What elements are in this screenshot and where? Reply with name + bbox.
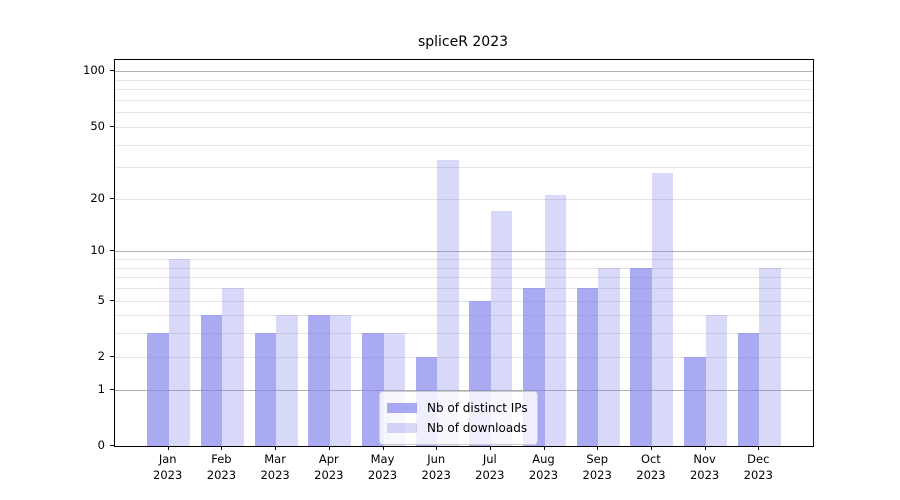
x-tick-mark-dec	[758, 446, 760, 450]
y-tick-label-100: 100	[83, 63, 105, 78]
gridline-2	[115, 356, 813, 358]
bar-downloads-dec	[759, 267, 781, 446]
x-tick-label-nov: Nov 2023	[689, 452, 720, 482]
legend-swatch-distinct-ips-icon	[387, 403, 417, 413]
bar-downloads-jun	[437, 159, 459, 446]
gridline-90	[115, 79, 813, 81]
gridline-30	[115, 167, 813, 169]
bar-downloads-sep	[598, 267, 620, 446]
legend-label-distinct-ips: Nb of distinct IPs	[427, 401, 528, 415]
y-tick-label-50: 50	[90, 118, 105, 133]
bar-ips-feb	[200, 315, 223, 446]
x-tick-label-jun: Jun 2023	[421, 452, 451, 482]
gridline-20	[115, 198, 813, 200]
x-tick-mark-may	[382, 446, 384, 450]
gridline-7	[115, 277, 813, 279]
x-tick-mark-mar	[275, 446, 277, 450]
gridline-8	[115, 267, 813, 269]
bar-ips-oct	[630, 267, 652, 446]
x-tick-mark-jan	[167, 446, 169, 450]
legend: Nb of distinct IPs Nb of downloads	[379, 391, 538, 445]
bar-downloads-mar	[276, 315, 298, 446]
legend-item-distinct-ips: Nb of distinct IPs	[387, 399, 528, 417]
legend-swatch-downloads-icon	[387, 423, 417, 433]
x-tick-mark-feb	[221, 446, 223, 450]
x-tick-label-may: May 2023	[367, 452, 398, 482]
gridline-60	[115, 112, 813, 114]
bar-downloads-aug	[544, 195, 566, 446]
gridline-100	[115, 71, 813, 73]
x-tick-mark-sep	[597, 446, 599, 450]
gridline-80	[115, 89, 813, 91]
y-tick-label-2: 2	[97, 348, 105, 363]
x-tick-mark-nov	[704, 446, 706, 450]
bar-ips-jan	[147, 333, 169, 446]
bar-ips-may	[362, 333, 384, 446]
x-tick-label-apr: Apr 2023	[314, 452, 344, 482]
bar-downloads-apr	[329, 315, 352, 446]
gridline-40	[115, 144, 813, 146]
x-tick-label-jan: Jan 2023	[153, 452, 183, 482]
bar-downloads-oct	[651, 172, 674, 446]
gridline-50	[115, 126, 813, 128]
y-tick-mark-10	[110, 250, 114, 252]
y-tick-mark-5	[110, 299, 114, 301]
gridline-4	[115, 315, 813, 317]
y-tick-label-20: 20	[90, 190, 105, 205]
bar-ips-mar	[254, 333, 277, 446]
y-tick-mark-50	[110, 125, 114, 127]
x-tick-label-aug: Aug 2023	[528, 452, 559, 482]
y-tick-label-1: 1	[97, 381, 105, 396]
gridline-70	[115, 99, 813, 101]
gridline-10	[115, 251, 813, 253]
gridline-3	[115, 333, 813, 335]
legend-label-downloads: Nb of downloads	[427, 421, 528, 435]
bar-ips-apr	[308, 315, 330, 446]
chart-title: spliceR 2023	[417, 34, 509, 50]
legend-item-downloads: Nb of downloads	[387, 419, 528, 437]
x-tick-label-dec: Dec 2023	[743, 452, 773, 482]
y-tick-label-0: 0	[97, 438, 105, 452]
plot-area: Nb of distinct IPs Nb of downloads	[114, 59, 814, 447]
bar-downloads-feb	[222, 288, 244, 446]
x-tick-label-sep: Sep 2023	[582, 452, 612, 482]
bar-ips-sep	[576, 288, 599, 446]
y-tick-mark-20	[110, 197, 114, 199]
bar-downloads-jan	[168, 259, 191, 446]
y-tick-mark-0	[110, 445, 114, 446]
y-tick-label-5: 5	[97, 292, 105, 307]
bar-downloads-jul	[490, 211, 513, 446]
x-tick-mark-jun	[436, 446, 438, 450]
gridline-6	[115, 288, 813, 289]
gridline-5	[115, 300, 813, 302]
x-tick-mark-oct	[650, 446, 652, 450]
bar-ips-nov	[684, 356, 706, 446]
bar-downloads-nov	[705, 315, 728, 446]
x-tick-label-feb: Feb 2023	[206, 452, 237, 482]
x-tick-mark-jul	[489, 446, 491, 450]
x-tick-label-oct: Oct 2023	[636, 452, 666, 482]
x-tick-label-jul: Jul 2023	[475, 452, 505, 482]
bar-ips-dec	[737, 333, 760, 446]
x-tick-mark-aug	[543, 446, 545, 450]
x-tick-mark-apr	[328, 446, 330, 450]
y-tick-label-10: 10	[90, 243, 105, 258]
gridline-1	[115, 389, 813, 391]
gridline-9	[115, 259, 813, 260]
y-tick-mark-2	[110, 355, 114, 357]
y-tick-mark-100	[110, 70, 114, 72]
y-tick-mark-1	[110, 388, 114, 390]
x-tick-label-mar: Mar 2023	[260, 452, 290, 482]
